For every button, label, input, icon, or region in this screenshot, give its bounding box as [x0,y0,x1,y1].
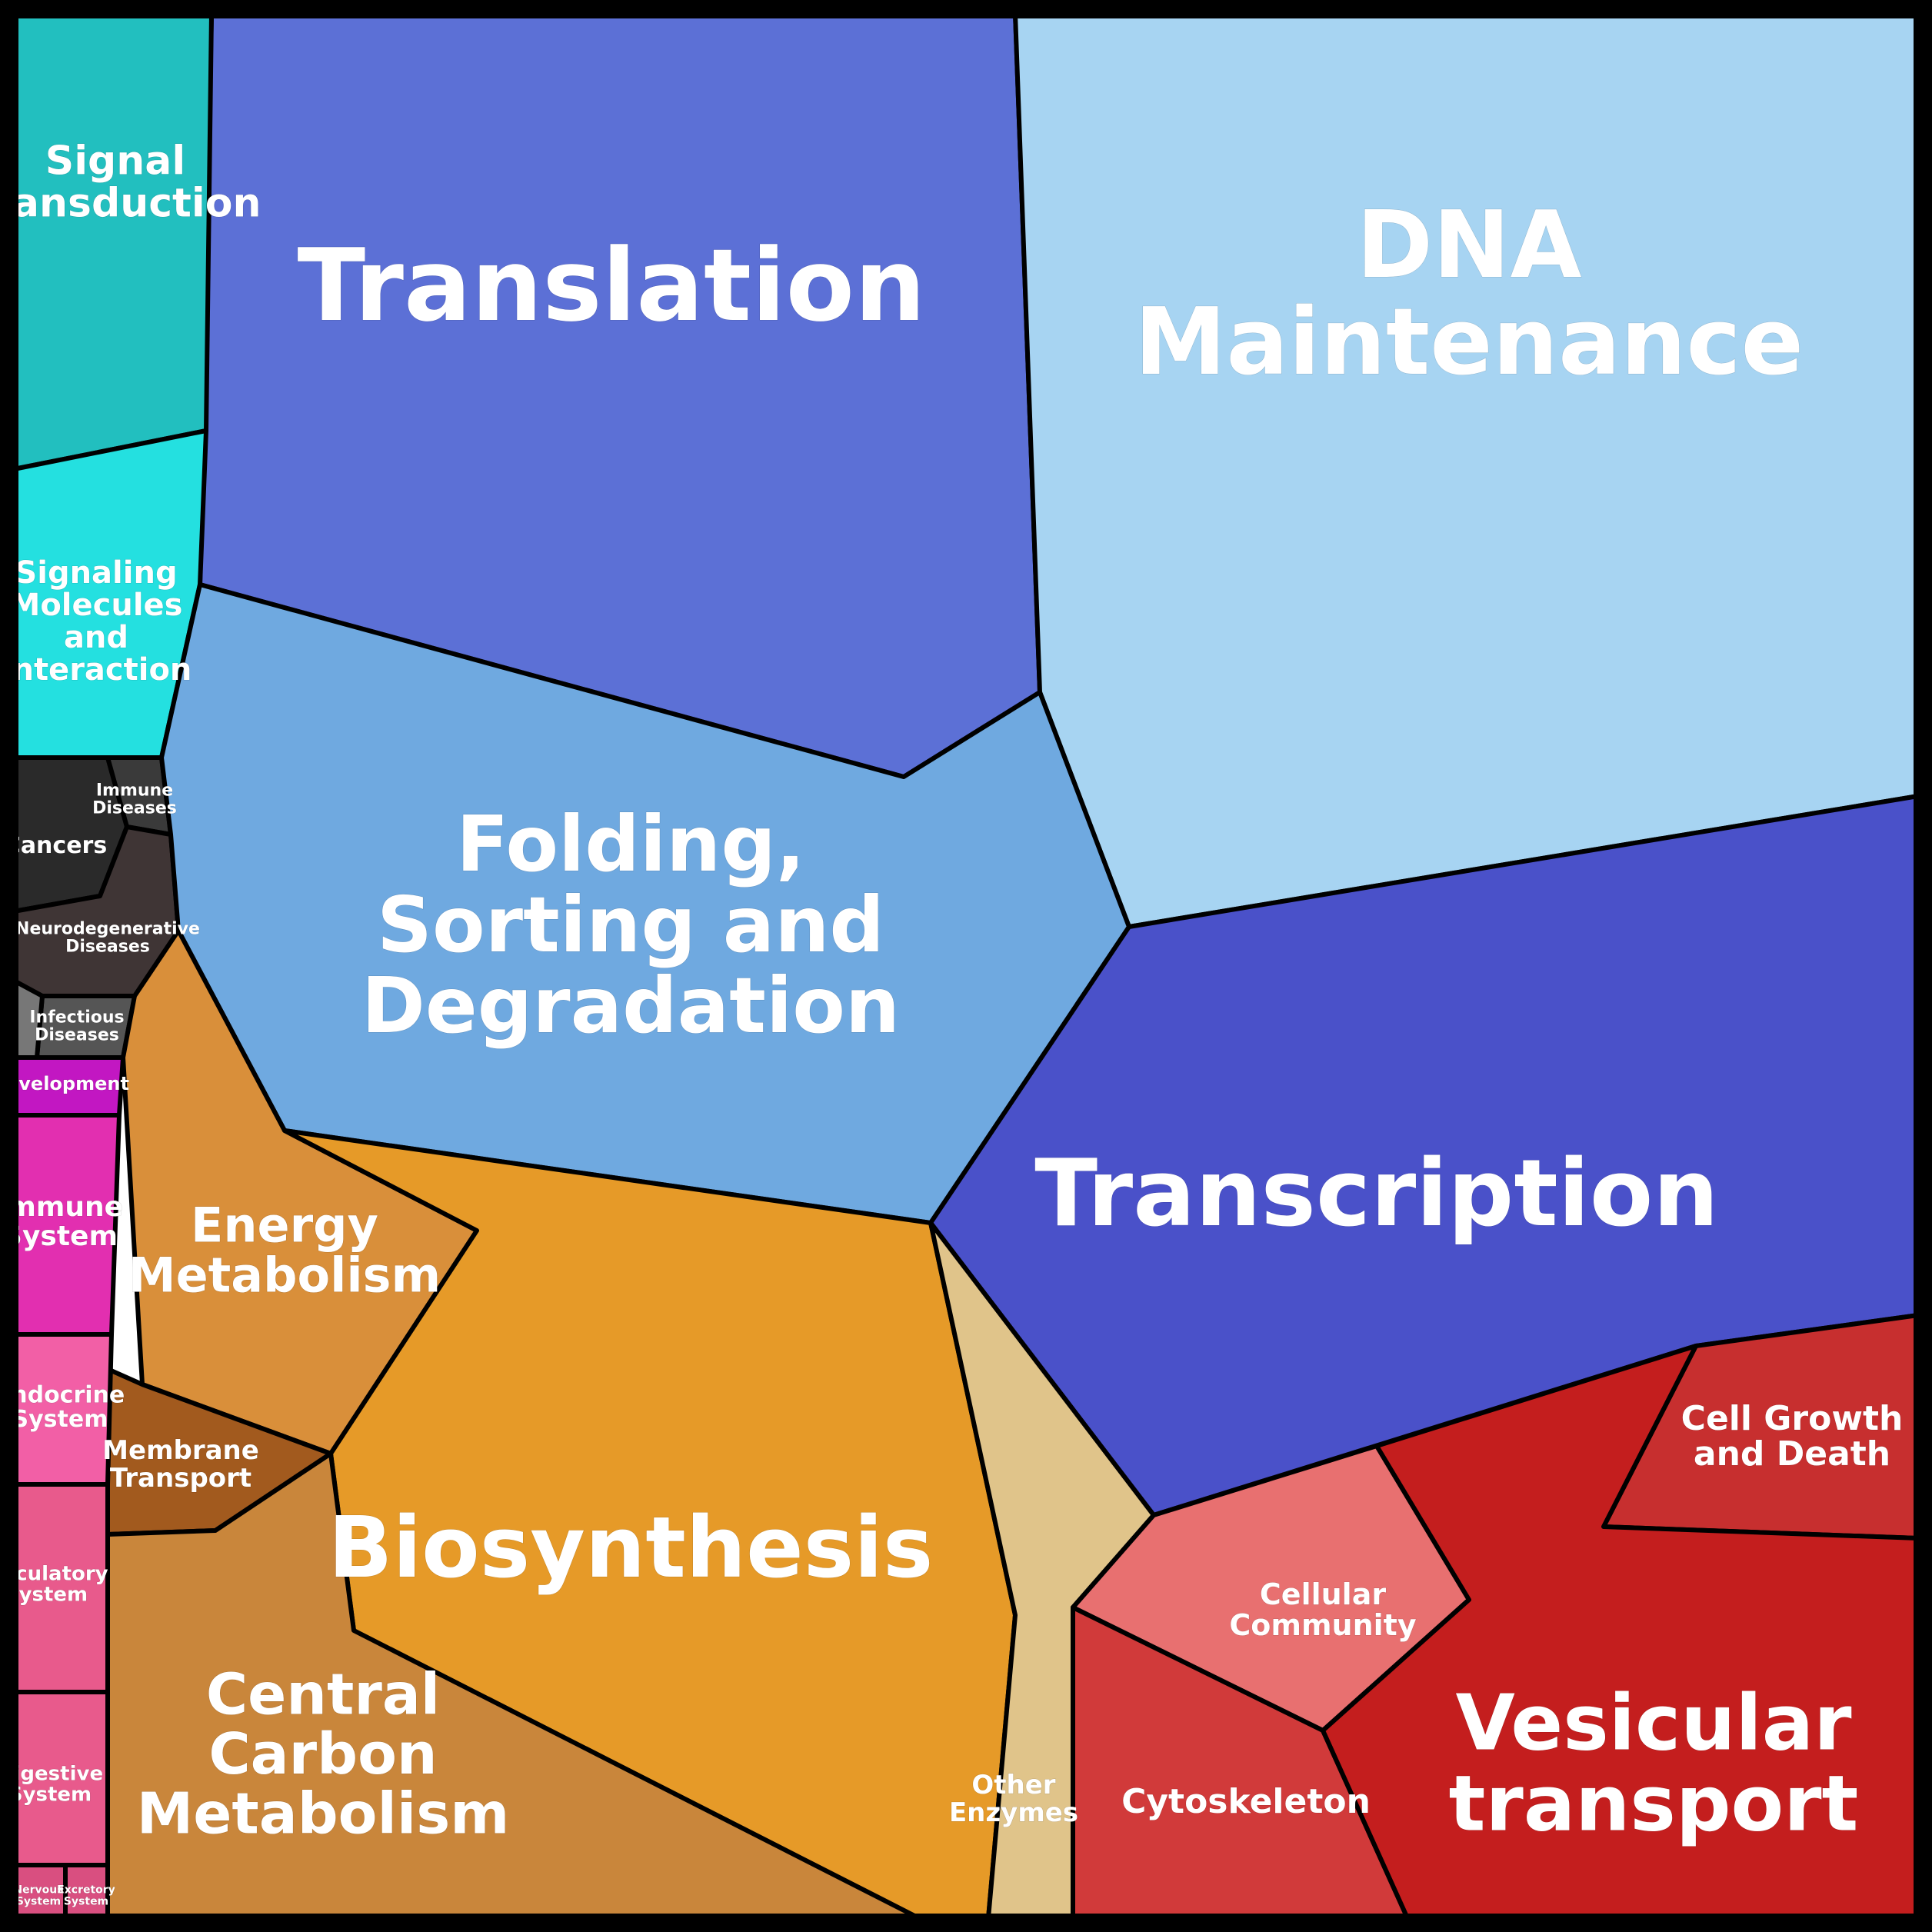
label-transcription-line-0: Transcription [1034,1141,1718,1247]
label-cytoskeleton-line-0: Cytoskeleton [1121,1782,1371,1821]
label-translation: Translation [297,227,925,344]
label-cell-growth-death-line-0: Cell Growth [1681,1399,1904,1438]
label-cancers: Cancers [4,832,107,859]
label-biosynthesis-line-0: Biosynthesis [328,1498,934,1597]
label-development: Development [0,1073,129,1094]
label-dna-maintenance-line-1: Maintenance [1134,289,1804,396]
label-endocrine-system: EndocrineSystem [0,1381,125,1433]
label-dna-maintenance-line-0: DNA [1357,192,1582,299]
label-membrane-transport-line-1: Transport [110,1462,251,1493]
label-immune-diseases-line-0: Immune [96,781,173,800]
label-infectious-diseases-line-1: Diseases [35,1026,119,1045]
label-central-carbon-metabolism-line-1: Carbon [208,1721,437,1787]
label-neurodegenerative-line-0: Neurodegenerative [15,919,200,938]
label-nervous-system-line-1: System [16,1895,61,1907]
label-excretory-system-line-1: System [64,1895,108,1907]
label-signaling-molecules-line-3: Interaction [1,652,192,688]
label-signal-transduction-line-0: Signal [45,138,185,185]
label-immune-system: ImmuneSystem [0,1191,123,1252]
label-signaling-molecules-line-2: and [64,620,128,655]
label-membrane-transport: MembraneTransport [102,1435,259,1494]
label-central-carbon-metabolism-line-0: Central [206,1661,440,1727]
label-signaling-molecules-line-1: Molecules [10,588,183,623]
label-other-enzymes-line-0: Other [971,1770,1055,1800]
cell-dna-maintenance [1015,14,1918,927]
label-cell-growth-death-line-1: and Death [1694,1434,1890,1474]
label-endocrine-system-line-0: Endocrine [0,1381,125,1408]
label-immune-diseases: ImmuneDiseases [92,781,177,818]
label-signaling-molecules-line-0: Signaling [15,555,177,591]
label-infectious-diseases-line-0: Infectious [29,1008,124,1027]
label-vesicular-transport-line-1: transport [1449,1759,1859,1849]
label-transcription: Transcription [1034,1141,1718,1247]
label-immune-diseases-line-1: Diseases [92,799,177,818]
label-folding-sorting-degradation-line-2: Degradation [361,961,900,1051]
label-excretory-system-line-0: Excretory [57,1884,115,1897]
label-immune-system-line-1: System [2,1221,118,1252]
label-excretory-system: ExcretorySystem [57,1884,115,1908]
label-neurodegenerative-line-1: Diseases [65,938,150,957]
label-folding-sorting-degradation-line-0: Folding, [456,799,805,889]
label-digestive-system-line-1: System [8,1783,92,1806]
voronoi-treemap: Translation DNAMaintenance SignalTransduct… [0,0,1932,1932]
label-immune-system-line-0: Immune [0,1191,123,1223]
label-vesicular-transport-line-0: Vesicular [1455,1678,1852,1768]
label-translation-line-0: Translation [297,227,925,344]
cell-signal-transduction [14,14,212,469]
label-infectious-diseases: InfectiousDiseases [29,1008,124,1044]
label-development-line-0: Development [0,1073,129,1094]
label-nervous-system: NervousSystem [13,1884,63,1908]
label-cytoskeleton: Cytoskeleton [1121,1782,1371,1821]
label-vesicular-transport: Vesiculartransport [1449,1678,1859,1849]
label-signaling-molecules: SignalingMoleculesandInteraction [1,555,192,688]
label-cellular-community-line-0: Cellular [1260,1577,1386,1611]
label-energy-metabolism-line-0: Energy [191,1198,378,1254]
label-energy-metabolism-line-1: Metabolism [128,1247,441,1304]
label-nervous-system-line-0: Nervous [13,1884,63,1897]
label-other-enzymes-line-1: Enzymes [949,1797,1078,1827]
label-signal-transduction-line-1: Transduction [0,180,261,226]
label-cell-growth-death: Cell Growthand Death [1681,1399,1904,1474]
label-folding-sorting-degradation-line-1: Sorting and [377,880,884,970]
label-central-carbon-metabolism-line-2: Metabolism [137,1780,510,1847]
label-endocrine-system-line-1: System [12,1405,108,1432]
label-biosynthesis: Biosynthesis [328,1498,934,1597]
label-membrane-transport-line-0: Membrane [102,1435,259,1466]
label-cancers-line-0: Cancers [4,832,107,859]
label-cellular-community-line-1: Community [1229,1607,1416,1641]
